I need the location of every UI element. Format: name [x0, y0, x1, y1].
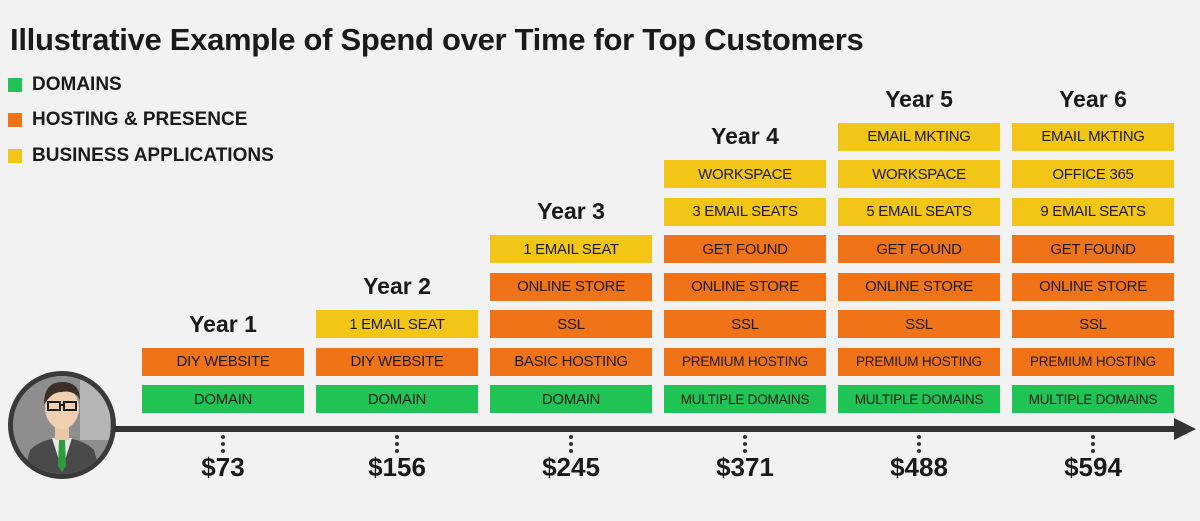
product-box-hosting: PREMIUM HOSTING — [1012, 347, 1174, 376]
timeline-tick — [395, 442, 399, 446]
page-title: Illustrative Example of Spend over Time … — [10, 22, 864, 57]
spend-value: $245 — [542, 452, 600, 482]
timeline-tick — [221, 442, 225, 446]
year-label: Year 1 — [189, 310, 257, 337]
timeline-tick — [1091, 442, 1095, 446]
product-box-hosting: DIY WEBSITE — [142, 347, 304, 376]
timeline-arrowhead — [1174, 418, 1196, 440]
product-box-hosting: SSL — [664, 310, 826, 338]
product-box-hosting: GET FOUND — [664, 235, 826, 263]
product-box-business: EMAIL MKTING — [838, 122, 1000, 151]
legend-swatch-hosting — [8, 113, 22, 127]
timeline-tick — [743, 442, 747, 446]
product-box-hosting: ONLINE STORE — [1012, 272, 1174, 301]
timeline-tick — [221, 435, 225, 439]
product-box-domains: DOMAIN — [316, 385, 478, 413]
product-box-hosting: ONLINE STORE — [490, 272, 652, 301]
spend-value: $594 — [1064, 452, 1122, 482]
timeline-tick — [743, 435, 747, 439]
product-box-business: 1 EMAIL SEAT — [490, 235, 652, 263]
product-box-business: WORKSPACE — [838, 160, 1000, 188]
legend-item-business: BUSINESS APPLICATIONS — [8, 144, 274, 168]
timeline-tick — [917, 449, 921, 453]
year-label: Year 5 — [885, 85, 953, 112]
legend-item-domains: DOMAINS — [8, 73, 122, 97]
timeline-tick — [395, 435, 399, 439]
product-box-business: 3 EMAIL SEATS — [664, 197, 826, 226]
spend-value: $371 — [716, 452, 774, 482]
spend-value: $488 — [890, 452, 948, 482]
product-box-business: WORKSPACE — [664, 160, 826, 188]
product-box-hosting: GET FOUND — [1012, 235, 1174, 263]
product-box-domains: DOMAIN — [490, 385, 652, 413]
legend-swatch-business — [8, 149, 22, 163]
legend-swatch-domains — [8, 78, 22, 92]
year-label: Year 4 — [711, 123, 779, 149]
product-box-domains: DOMAIN — [142, 385, 304, 413]
product-box-hosting: GET FOUND — [838, 235, 1000, 263]
timeline-tick — [395, 449, 399, 453]
spend-value: $73 — [201, 452, 245, 482]
timeline-tick — [1091, 435, 1095, 439]
timeline-tick — [221, 449, 225, 453]
product-box-business: OFFICE 365 — [1012, 160, 1174, 188]
year-label: Year 3 — [537, 198, 605, 224]
timeline-tick — [1091, 449, 1095, 453]
product-box-business: 1 EMAIL SEAT — [316, 310, 478, 338]
product-box-hosting: ONLINE STORE — [838, 272, 1000, 301]
product-box-business: 9 EMAIL SEATS — [1012, 197, 1174, 226]
product-box-hosting: SSL — [838, 310, 1000, 338]
year-label: Year 2 — [363, 273, 431, 299]
timeline-tick — [569, 449, 573, 453]
customer-avatar-icon — [8, 371, 116, 479]
timeline-tick — [743, 449, 747, 453]
product-box-hosting: PREMIUM HOSTING — [664, 347, 826, 376]
timeline-tick — [569, 435, 573, 439]
product-box-domains: MULTIPLE DOMAINS — [1012, 385, 1174, 413]
spend-value: $156 — [368, 452, 426, 482]
timeline-tick — [917, 442, 921, 446]
legend-label: HOSTING & PRESENCE — [32, 109, 248, 130]
product-box-hosting: PREMIUM HOSTING — [838, 347, 1000, 376]
product-box-hosting: SSL — [1012, 310, 1174, 338]
product-box-domains: MULTIPLE DOMAINS — [838, 385, 1000, 413]
product-box-business: 5 EMAIL SEATS — [838, 197, 1000, 226]
product-box-hosting: SSL — [490, 310, 652, 338]
product-box-hosting: ONLINE STORE — [664, 272, 826, 301]
product-box-business: EMAIL MKTING — [1012, 122, 1174, 151]
legend-item-hosting: HOSTING & PRESENCE — [8, 108, 247, 132]
product-box-hosting: DIY WEBSITE — [316, 347, 478, 376]
timeline-tick — [917, 435, 921, 439]
year-label: Year 6 — [1059, 85, 1127, 112]
timeline-tick — [569, 442, 573, 446]
legend-label: DOMAINS — [32, 74, 122, 95]
product-box-domains: MULTIPLE DOMAINS — [664, 385, 826, 413]
legend-label: BUSINESS APPLICATIONS — [32, 145, 274, 166]
product-box-hosting: BASIC HOSTING — [490, 347, 652, 376]
